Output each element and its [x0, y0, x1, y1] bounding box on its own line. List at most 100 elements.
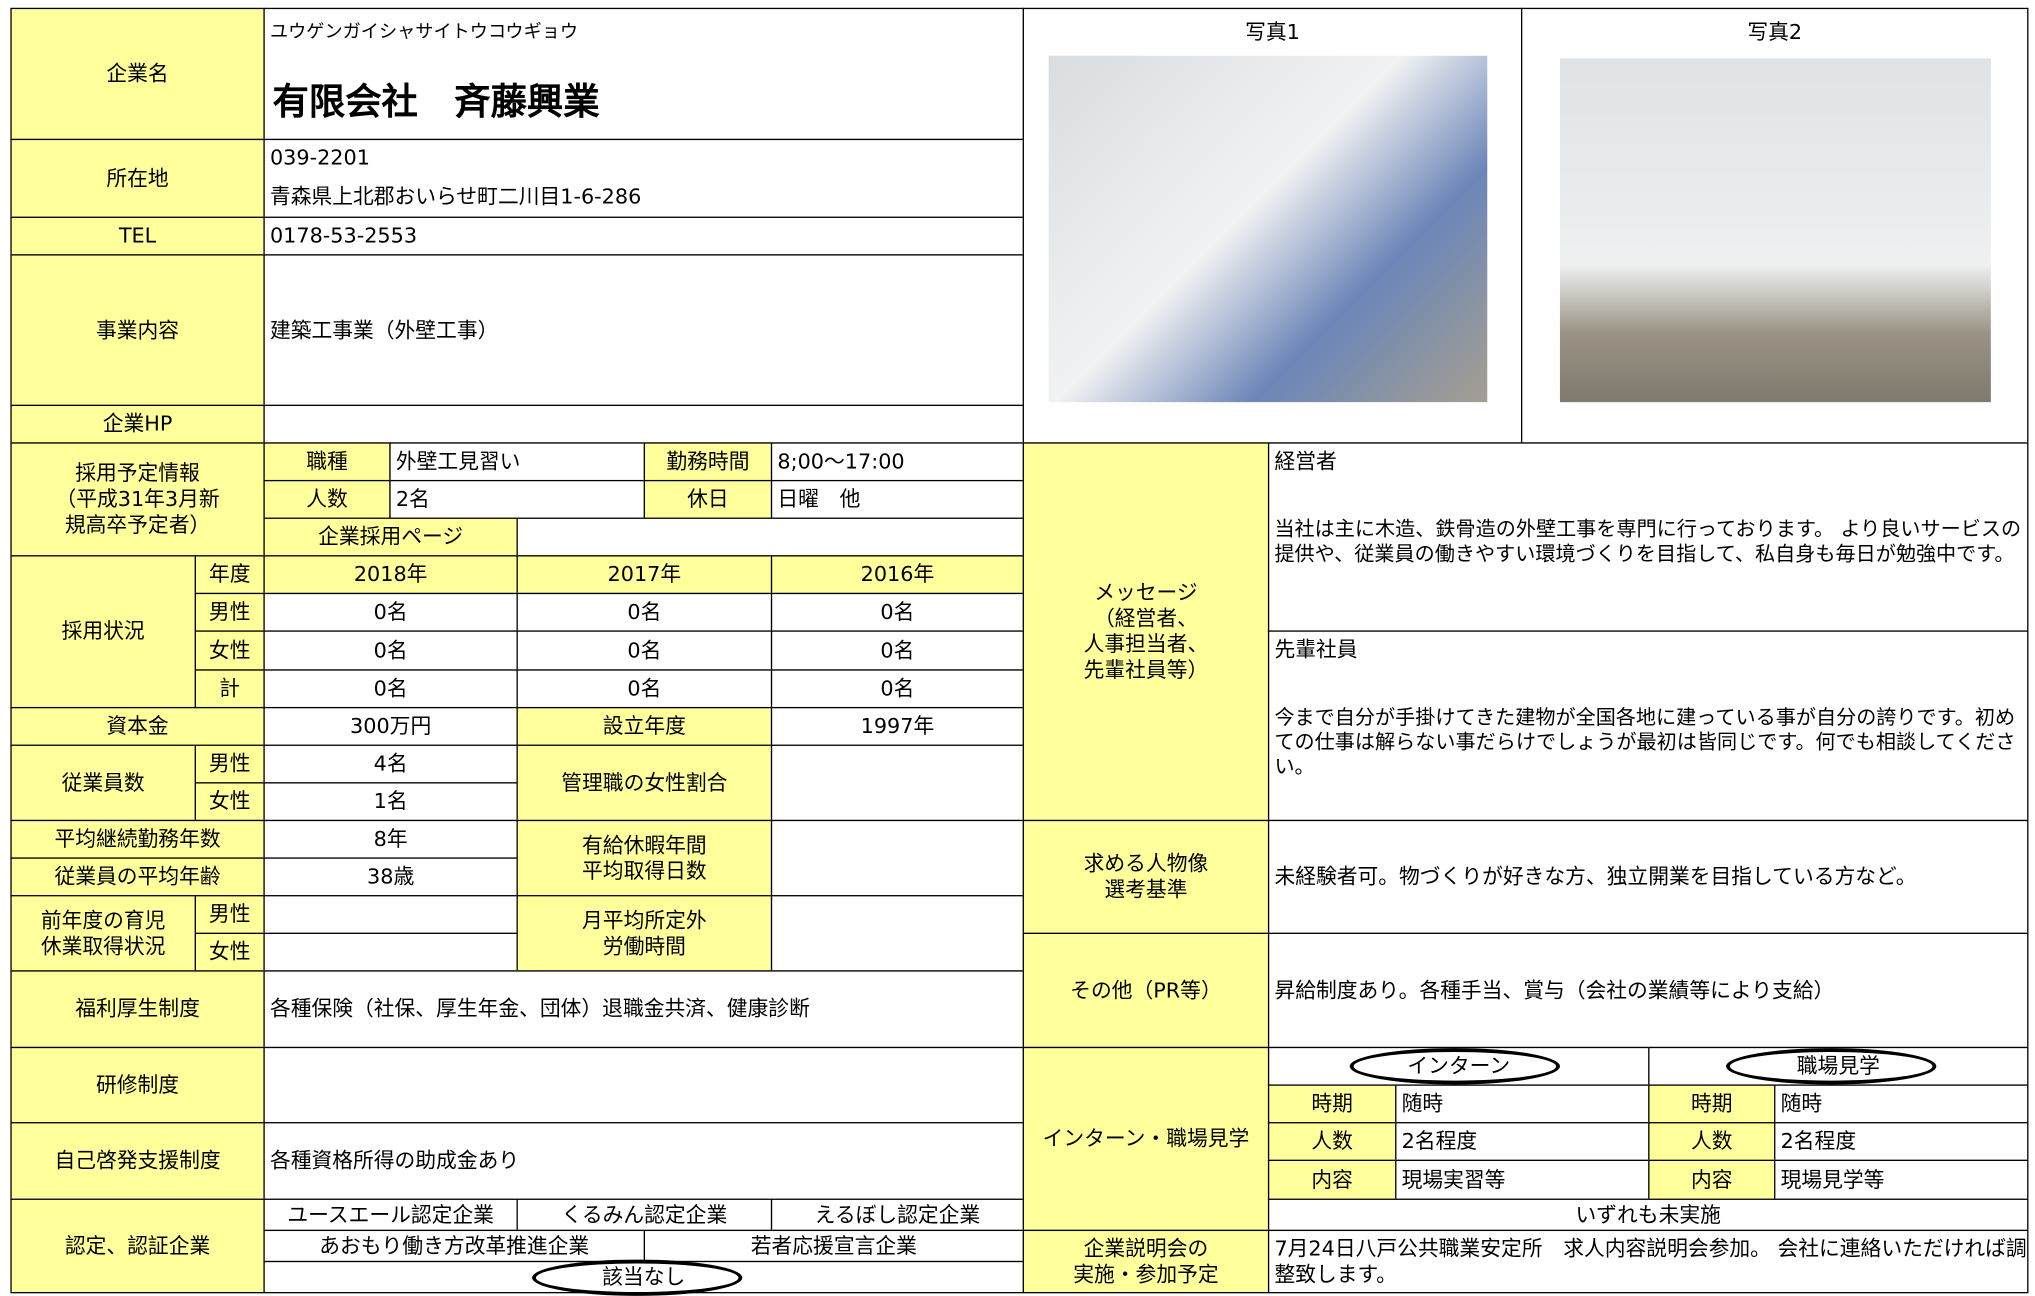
value-cell: [770, 819, 1024, 897]
value-cell: 随時: [1395, 1084, 1650, 1124]
label-cell: 職種: [263, 442, 391, 482]
cell-text: 7月24日八戸公共職業安定所 求人内容説明会参加。 会社に連絡いただければ調整致…: [1274, 1235, 2027, 1287]
cell-text: 現場見学等: [1780, 1166, 1885, 1192]
cell-text: 企業HP: [102, 411, 173, 436]
value-cell: 8年: [263, 819, 518, 859]
value-cell: えるぼし認定企業: [770, 1198, 1024, 1232]
label-cell: 男性: [194, 592, 265, 632]
label-cell: メッセージ （経営者、 人事担当者、 先輩社員等）: [1022, 442, 1270, 822]
label-cell: TEL: [10, 216, 265, 256]
label-cell: 女性: [194, 630, 265, 671]
label-cell: 休日: [643, 479, 773, 519]
cell-text: 各種保険（社保、厚生年金、団体）退職金共済、健康診断: [269, 996, 810, 1021]
cell-text: 経営者: [1274, 448, 1337, 474]
cell-text: 企業名: [106, 60, 169, 86]
cell-text: 人数: [306, 486, 348, 512]
cell-text: 有給休暇年間 平均取得日数: [582, 832, 707, 883]
cell-text: 自己啓発支援制度: [54, 1148, 221, 1173]
cell-text: 0名: [880, 637, 915, 663]
cell-text: 人数: [1691, 1128, 1733, 1154]
cell-text: 女性: [208, 939, 251, 964]
cell-text: 研修制度: [96, 1072, 180, 1097]
cell-text: 4名: [373, 751, 408, 776]
cell-text: 男性: [208, 751, 251, 776]
label-cell: 2018年: [263, 555, 518, 595]
cell-text: 2016年: [860, 561, 935, 587]
cell-text: 資本金: [106, 713, 169, 739]
value-cell: 2名程度: [1395, 1122, 1650, 1161]
cell-text: 写真1: [1245, 19, 1300, 45]
cell-text: 1997年: [860, 713, 935, 739]
label-cell: 企業HP: [10, 404, 265, 444]
label-cell: 勤務時間: [643, 442, 773, 482]
cell-text: 1名: [373, 788, 408, 814]
label-cell: 所在地: [10, 138, 265, 218]
cell-text: インターン・職場見学: [1042, 1125, 1250, 1151]
label-cell: 企業名: [10, 7, 265, 141]
label-cell: 認定、認証企業: [10, 1198, 265, 1294]
label-cell: 内容: [1267, 1159, 1397, 1200]
label-cell: 時期: [1267, 1084, 1397, 1124]
cell-text: 2名程度: [1780, 1128, 1857, 1154]
cell-text: 月平均所定外 労働時間: [582, 907, 707, 958]
cell-text: 設立年度: [602, 713, 686, 739]
cell-text: 時期: [1691, 1090, 1733, 1116]
cell-text: 事業内容: [96, 317, 180, 342]
cell-text: 38歳: [367, 863, 415, 889]
value-cell: 0名: [770, 669, 1024, 709]
value-cell: [770, 744, 1024, 822]
cell-text: 管理職の女性割合: [561, 769, 728, 795]
cell-text: 300万円: [350, 713, 432, 739]
label-cell: 従業員の平均年齢: [10, 857, 265, 897]
cell-text: 0名: [627, 675, 662, 701]
cell-text: 企業説明会の 実施・参加予定: [1073, 1235, 1219, 1287]
cell-text: 0名: [880, 675, 915, 701]
label-cell: 事業内容: [10, 254, 265, 407]
label-cell: 企業説明会の 実施・参加予定: [1022, 1229, 1270, 1294]
label-cell: 資本金: [10, 706, 265, 746]
cell-text: 0名: [627, 637, 662, 663]
value-cell: 0名: [516, 592, 773, 632]
cell-text: 企業採用ページ: [318, 524, 464, 549]
cell-text: 2名: [395, 486, 430, 512]
cell-text: 男性: [208, 901, 251, 927]
cell-text: あおもり働き方改革推進企業: [319, 1232, 590, 1258]
cell-text: メッセージ （経営者、 人事担当者、 先輩社員等）: [1083, 579, 1209, 683]
cell-text: 計: [219, 675, 241, 701]
cell-text: 随時: [1401, 1090, 1444, 1116]
cell-text: 求める人物像 選考基準: [1083, 850, 1209, 902]
label-cell: 男性: [194, 895, 265, 934]
label-cell: 2016年: [770, 555, 1024, 595]
label-cell: 年度: [194, 555, 265, 595]
circle-mark: [1726, 1048, 1937, 1085]
value-cell: [263, 895, 518, 934]
cell-text: 所在地: [106, 165, 169, 191]
cell-text: 採用状況: [61, 618, 145, 644]
cell-text: ユースエール認定企業: [287, 1201, 494, 1227]
cell-text: 現場実習等: [1401, 1166, 1506, 1192]
value-cell: 0名: [516, 630, 773, 671]
value-cell: 若者応援宣言企業: [643, 1229, 1024, 1263]
cell-text: 各種資格所得の助成金あり: [269, 1148, 520, 1173]
value-cell: 8;00～17:00: [770, 442, 1024, 482]
cell-text: 随時: [1780, 1090, 1823, 1116]
cell-text: 福利厚生制度: [75, 996, 200, 1021]
label-cell: 有給休暇年間 平均取得日数: [516, 819, 773, 897]
label-cell: 企業採用ページ: [263, 517, 518, 557]
cell-text: 0名: [373, 599, 408, 624]
cell-text: 休日: [687, 486, 729, 512]
label-cell: 計: [194, 669, 265, 709]
circle-mark: [1349, 1048, 1560, 1085]
cell-text: 採用予定情報 （平成31年3月新 規高卒予定者）: [55, 460, 220, 538]
value-cell: [263, 1046, 1024, 1124]
cell-text: 0名: [627, 599, 662, 624]
cell-text: 男性: [208, 599, 251, 624]
value-cell: 0名: [770, 630, 1024, 671]
value-cell: 各種資格所得の助成金あり: [263, 1122, 1024, 1200]
label-cell: 設立年度: [516, 706, 773, 746]
value-cell: ユースエール認定企業: [263, 1198, 518, 1232]
label-cell: 人数: [1267, 1122, 1397, 1161]
cell-text: 当社は主に木造、鉄骨造の外壁工事を専門に行っております。 より良いサービスの提供…: [1274, 517, 2022, 566]
value-cell: 0178-53-2553: [263, 216, 1024, 256]
